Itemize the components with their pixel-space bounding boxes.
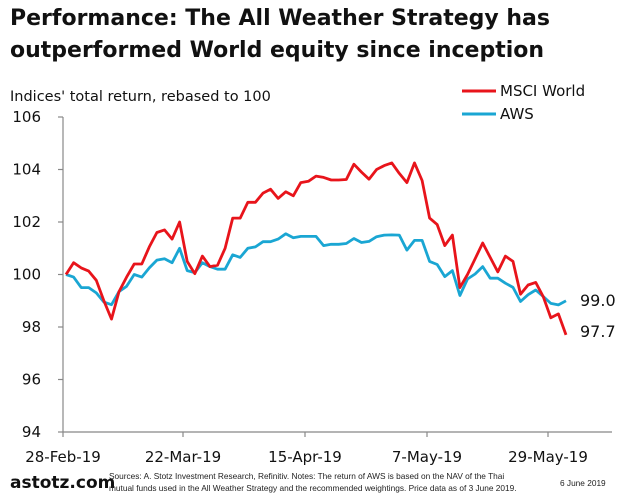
legend-label-msci-world: MSCI World xyxy=(500,82,585,100)
end-label-aws: 99.0 xyxy=(580,291,616,310)
y-tick-label: 100 xyxy=(12,266,41,284)
logo: astotz.com xyxy=(10,473,115,493)
x-tick-label: 29-May-19 xyxy=(508,448,588,466)
y-tick-label: 102 xyxy=(12,213,41,231)
chart-title-line-2: outperformed World equity since inceptio… xyxy=(10,38,544,63)
y-tick-label: 94 xyxy=(22,423,41,441)
x-tick-label: 15-Apr-19 xyxy=(268,448,342,466)
series-line-aws xyxy=(65,232,567,307)
axes xyxy=(58,116,612,437)
y-tick-label: 104 xyxy=(12,161,41,179)
chart-subtitle: Indices' total return, rebased to 100 xyxy=(10,89,271,105)
y-tick-label: 98 xyxy=(22,318,41,336)
legend-label-aws: AWS xyxy=(500,105,534,123)
footer-date: 6 June 2019 xyxy=(560,478,606,488)
y-tick-label: 96 xyxy=(22,371,41,389)
source-note-line-2: mutual funds used in the All Weather Str… xyxy=(109,483,517,493)
source-note-line-1: Sources: A. Stotz Investment Research, R… xyxy=(109,471,504,481)
x-tick-labels: 28-Feb-19 22-Mar-19 15-Apr-19 7-May-19 29-Ma… xyxy=(25,448,588,466)
y-tick-labels: 94 96 98 100 102 104 106 xyxy=(12,108,41,441)
end-label-msci-world: 97.7 xyxy=(580,322,616,341)
y-tick-label: 106 xyxy=(12,108,41,126)
legend: MSCI World AWS xyxy=(462,82,585,123)
chart-title-line-1: Performance: The All Weather Strategy ha… xyxy=(10,6,550,31)
x-tick-label: 7-May-19 xyxy=(392,448,462,466)
x-tick-label: 28-Feb-19 xyxy=(25,448,101,466)
series-line-msci-world xyxy=(64,161,568,336)
x-tick-label: 22-Mar-19 xyxy=(145,448,221,466)
series-lines xyxy=(64,161,568,336)
